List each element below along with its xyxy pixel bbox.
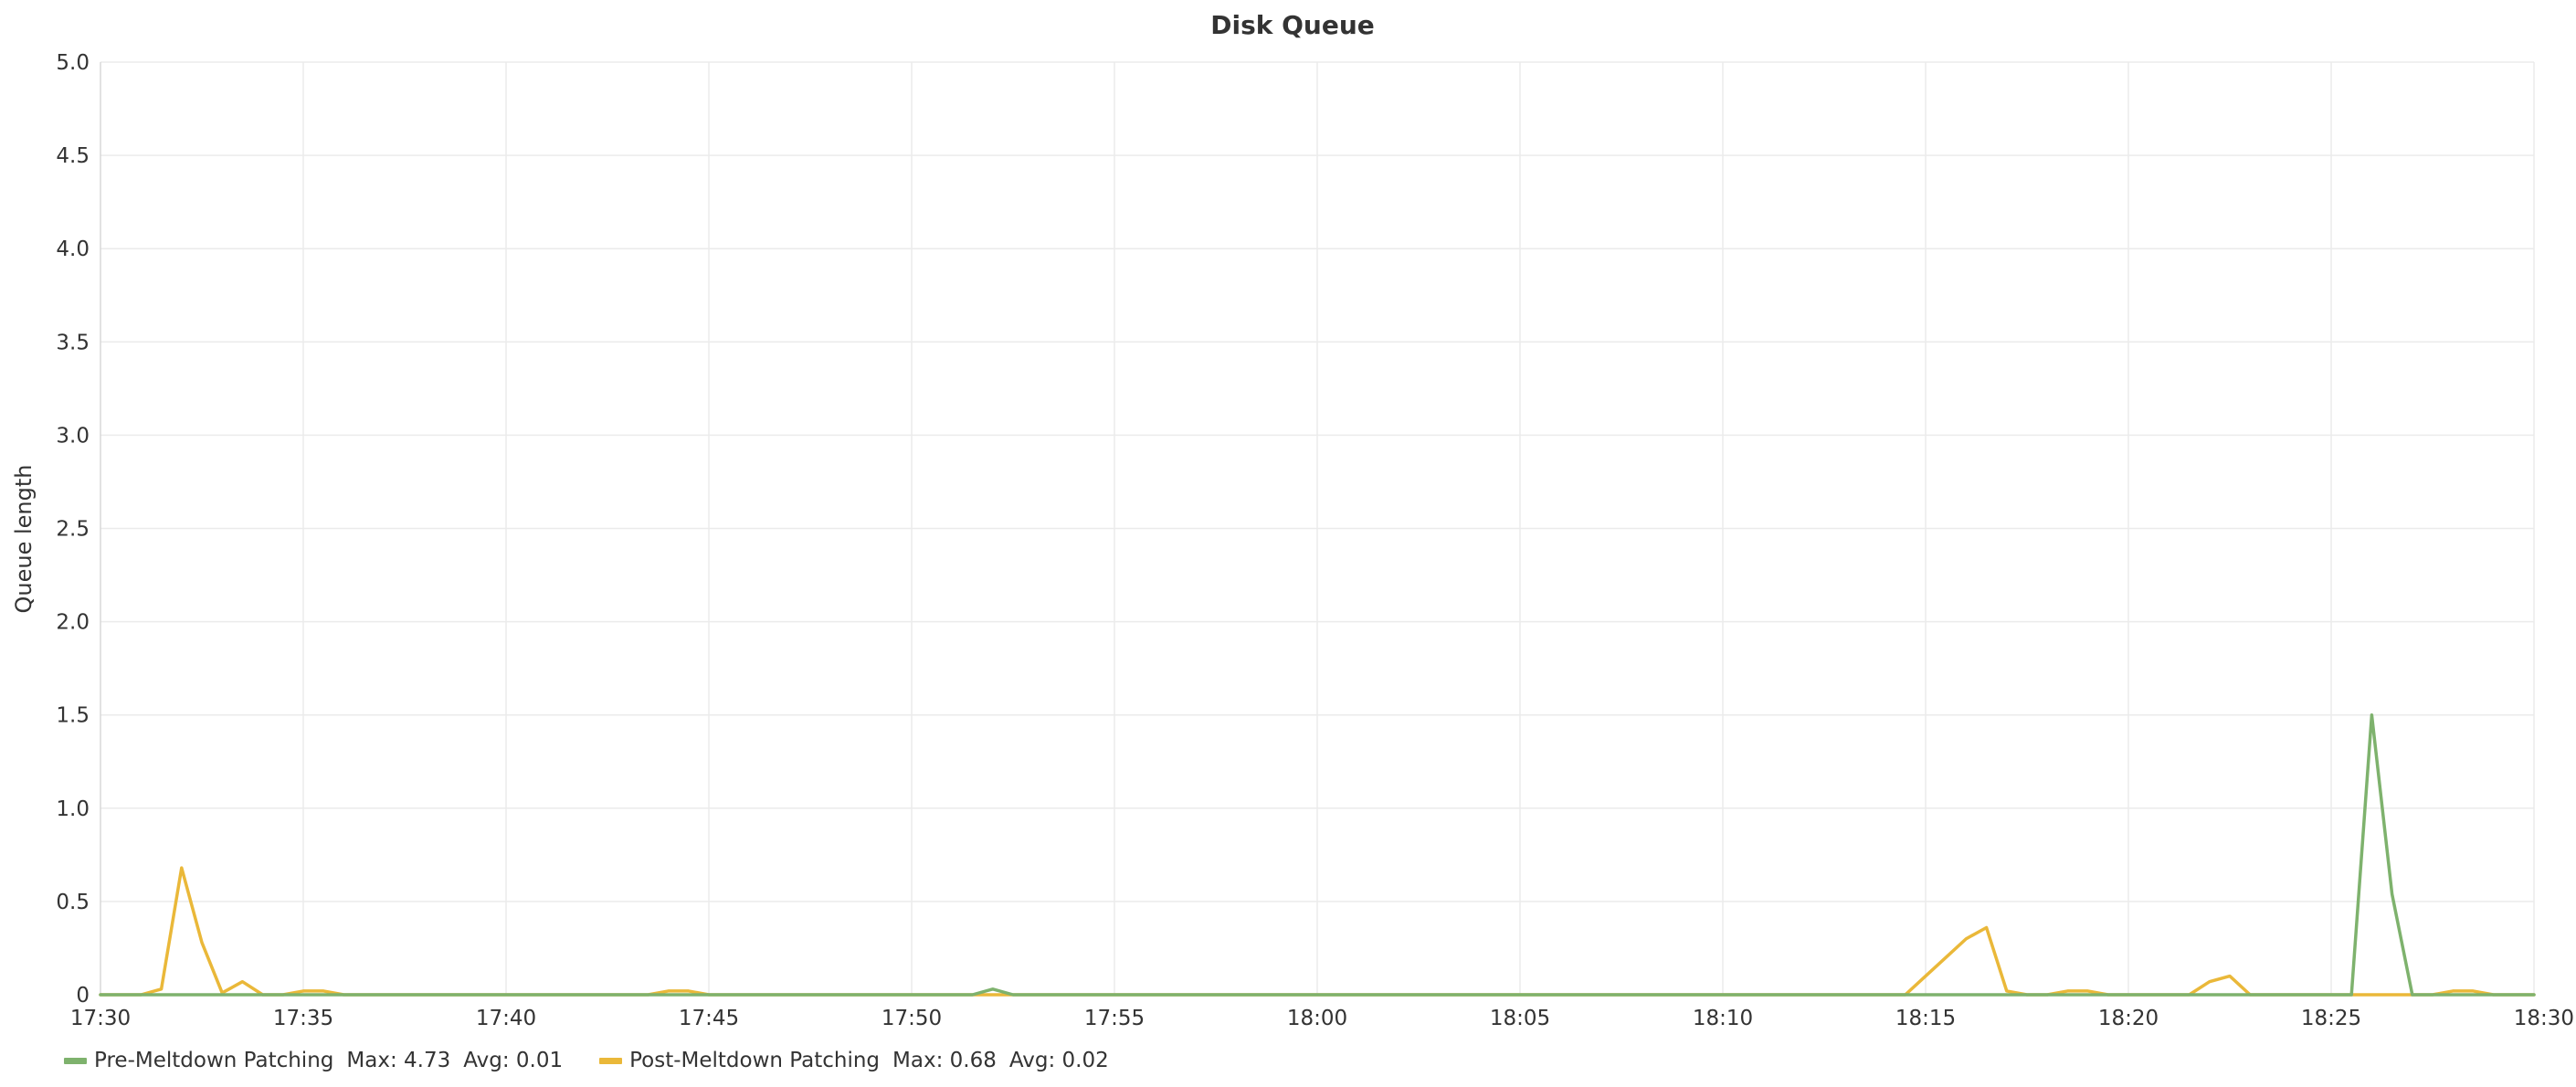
legend-swatch-post-meltdown [599, 1057, 623, 1064]
series-line-post-meltdown [99, 866, 2536, 997]
y-tick-label: 4.0 [56, 237, 90, 261]
legend-avg: Avg: 0.01 [463, 1049, 564, 1072]
legend-max: Max: 4.73 [346, 1049, 451, 1072]
y-tick-label: 2.0 [56, 611, 90, 635]
x-tick-label: 17:55 [1084, 1007, 1145, 1030]
x-tick-label: 17:45 [679, 1007, 739, 1030]
y-tick-label: 0.5 [56, 891, 90, 914]
legend-item-post-meltdown[interactable]: Post-Meltdown Patching Max: 0.68 Avg: 0.… [599, 1049, 1122, 1072]
y-tick-label: 3.5 [56, 331, 90, 354]
legend-item-pre-meltdown[interactable]: Pre-Meltdown Patching Max: 4.73 Avg: 0.0… [64, 1049, 575, 1072]
y-tick-label: 1.0 [56, 797, 90, 821]
legend: Pre-Meltdown Patching Max: 4.73 Avg: 0.0… [64, 1047, 1145, 1074]
x-tick-label: 17:35 [273, 1007, 333, 1030]
legend-series-name[interactable]: Post-Meltdown Patching [629, 1049, 881, 1072]
legend-swatch-pre-meltdown [64, 1057, 87, 1064]
x-tick-label: 18:10 [1693, 1007, 1753, 1030]
x-tick-label: 17:50 [882, 1007, 942, 1030]
grid [100, 61, 2535, 996]
y-tick-label: 1.5 [56, 704, 90, 728]
y-tick-label: 3.0 [56, 424, 90, 448]
x-tick-label: 18:20 [2098, 1007, 2159, 1030]
chart-title: Disk Queue [1210, 10, 1375, 40]
y-tick-label: 4.5 [56, 144, 90, 168]
x-tick-label: 18:25 [2301, 1007, 2361, 1030]
x-tick-label: 17:30 [70, 1007, 131, 1030]
x-tick-label: 17:40 [476, 1007, 536, 1030]
x-tick-label: 18:00 [1287, 1007, 1347, 1030]
y-tick-label: 0 [76, 984, 90, 1008]
x-tick-label: 18:05 [1490, 1007, 1550, 1030]
y-tick-label: 2.5 [56, 518, 90, 542]
series-line-pre-meltdown [99, 712, 2536, 997]
y-axis-ticks: 0 0.5 1.0 1.5 2.0 2.5 3.0 3.5 4.0 4.5 5.0 [56, 51, 90, 1008]
legend-max: Max: 0.68 [892, 1049, 997, 1072]
x-tick-label: 18:15 [1895, 1007, 1956, 1030]
x-axis-ticks: 17:30 17:35 17:40 17:45 17:50 17:55 18:00 18:05… [70, 1007, 2574, 1030]
y-tick-label: 5.0 [56, 51, 90, 75]
legend-avg: Avg: 0.02 [1008, 1049, 1109, 1072]
series-layer [99, 712, 2536, 997]
x-tick-label: 18:30 [2514, 1007, 2574, 1030]
y-axis-label: Queue length [11, 465, 37, 614]
legend-series-name[interactable]: Pre-Meltdown Patching [94, 1049, 334, 1072]
